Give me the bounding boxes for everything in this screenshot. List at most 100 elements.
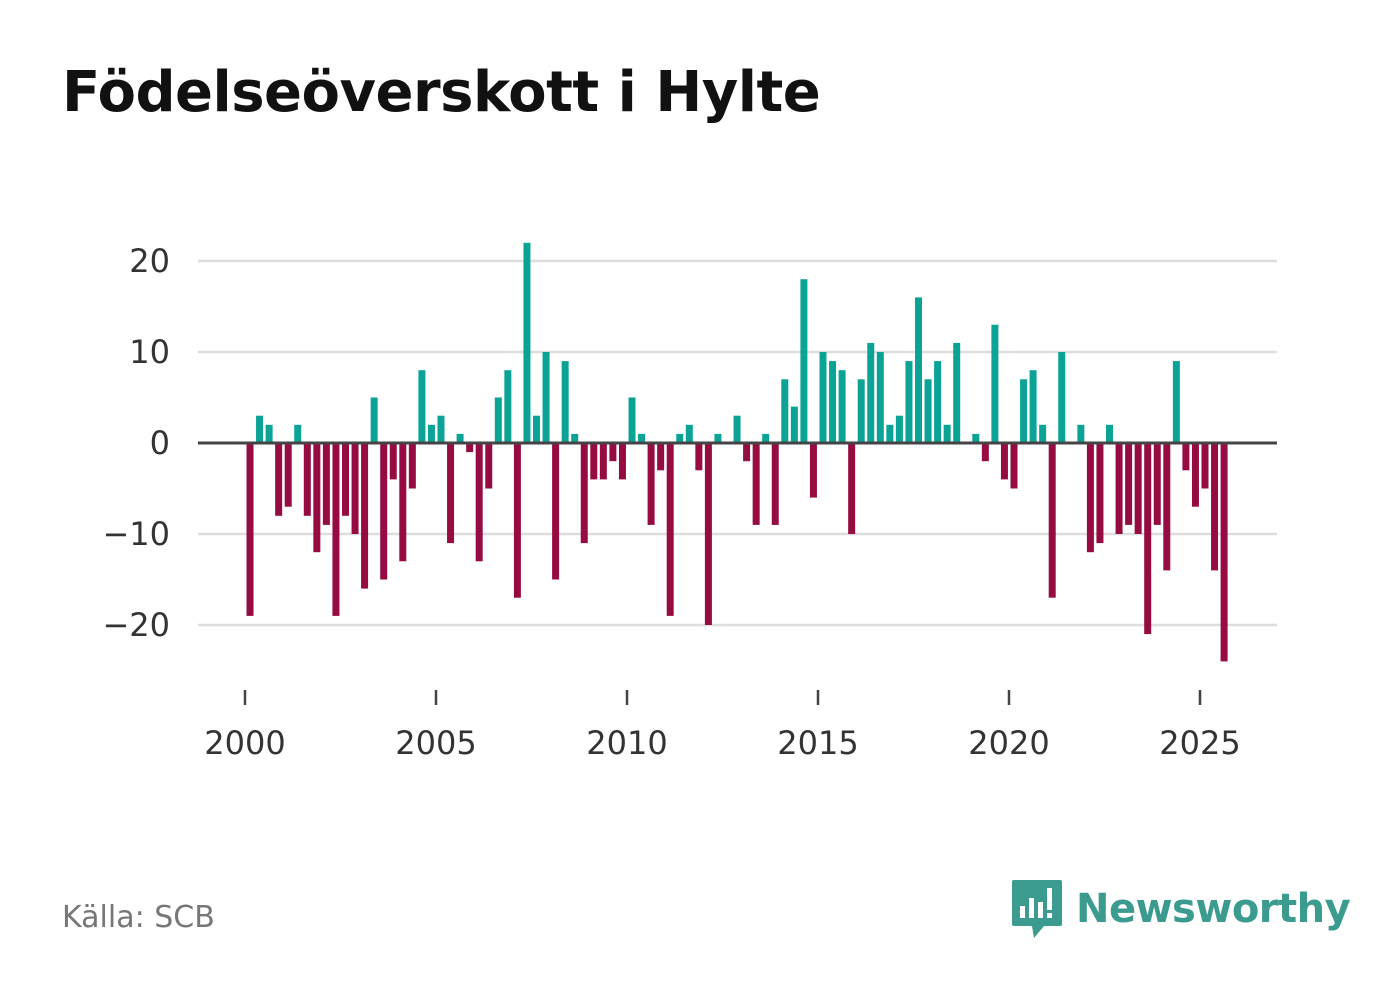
bar bbox=[513, 443, 521, 598]
bar bbox=[504, 370, 512, 443]
bar bbox=[790, 406, 798, 443]
bar bbox=[886, 424, 894, 443]
bar bbox=[456, 433, 464, 443]
x-axis-ticks: 2000 2005 2010 2015 2020 2025 bbox=[204, 690, 1241, 762]
bar bbox=[800, 279, 808, 443]
bar bbox=[1048, 443, 1056, 598]
bar bbox=[561, 361, 569, 443]
bar bbox=[351, 443, 359, 534]
bar bbox=[552, 443, 560, 580]
bar bbox=[943, 424, 951, 443]
bar bbox=[972, 433, 980, 443]
y-tick-label: 0 bbox=[150, 424, 170, 462]
bar bbox=[246, 443, 254, 616]
chart-title: Födelseöverskott i Hylte bbox=[62, 60, 821, 125]
bar bbox=[1115, 443, 1123, 534]
y-tick-label: 20 bbox=[129, 242, 170, 280]
bar bbox=[466, 443, 474, 453]
bar bbox=[895, 415, 903, 443]
bar bbox=[829, 361, 837, 443]
bar bbox=[427, 424, 435, 443]
y-tick-label: −10 bbox=[102, 515, 170, 553]
bar bbox=[342, 443, 349, 516]
x-tick-label: 2000 bbox=[204, 724, 285, 762]
bar bbox=[533, 415, 540, 443]
bar bbox=[294, 424, 302, 443]
bar bbox=[857, 379, 865, 443]
bar bbox=[418, 370, 426, 443]
bar bbox=[1134, 443, 1142, 534]
y-tick-label: −20 bbox=[102, 606, 170, 644]
bar bbox=[1144, 443, 1152, 635]
x-tick-label: 2010 bbox=[586, 724, 667, 762]
bar bbox=[609, 443, 617, 462]
bar bbox=[838, 370, 846, 443]
bar bbox=[313, 443, 321, 553]
bar bbox=[1096, 443, 1104, 544]
bar bbox=[284, 443, 292, 507]
bar bbox=[848, 443, 856, 534]
bar bbox=[733, 415, 741, 443]
brand-logo: Newsworthy bbox=[1010, 878, 1351, 940]
y-tick-label: 10 bbox=[129, 333, 170, 371]
bar bbox=[370, 397, 378, 443]
bar bbox=[437, 415, 445, 443]
bar bbox=[1163, 443, 1171, 571]
bar bbox=[590, 443, 598, 480]
bar bbox=[953, 342, 961, 443]
bar bbox=[743, 443, 751, 462]
bar bbox=[580, 443, 588, 544]
bar bbox=[399, 443, 407, 562]
bar bbox=[685, 424, 693, 443]
bar bbox=[408, 443, 416, 489]
bar bbox=[303, 443, 311, 516]
bar bbox=[1125, 443, 1133, 525]
bar bbox=[915, 297, 922, 443]
bar bbox=[447, 443, 455, 544]
bar bbox=[934, 361, 942, 443]
newsworthy-logo-icon bbox=[1012, 880, 1062, 938]
bar bbox=[599, 443, 607, 480]
y-axis-ticks: 20 10 0 −10 −20 bbox=[102, 242, 170, 644]
bar bbox=[1172, 361, 1180, 443]
bar bbox=[275, 443, 283, 516]
x-tick-label: 2015 bbox=[777, 724, 858, 762]
bar bbox=[1153, 443, 1161, 525]
bar bbox=[1020, 379, 1028, 443]
bar bbox=[704, 443, 712, 625]
bar bbox=[714, 433, 722, 443]
bar bbox=[1201, 443, 1209, 489]
bar bbox=[1220, 443, 1228, 662]
bar bbox=[475, 443, 483, 562]
bar bbox=[809, 443, 817, 498]
bar bbox=[657, 443, 665, 471]
bar bbox=[905, 361, 913, 443]
bar bbox=[876, 352, 884, 443]
bar bbox=[571, 433, 579, 443]
bar bbox=[1058, 352, 1066, 443]
bar bbox=[752, 443, 760, 525]
brand-name: Newsworthy bbox=[1076, 886, 1351, 932]
bar bbox=[542, 352, 550, 443]
bar bbox=[265, 424, 273, 443]
bar bbox=[256, 415, 264, 443]
bar bbox=[1000, 443, 1008, 480]
bar bbox=[1211, 443, 1219, 571]
bar bbox=[389, 443, 397, 480]
bar bbox=[618, 443, 626, 480]
bar bbox=[1039, 424, 1047, 443]
x-tick-label: 2005 bbox=[395, 724, 476, 762]
bar bbox=[762, 433, 770, 443]
bar bbox=[1010, 443, 1018, 489]
bar bbox=[494, 397, 502, 443]
bar bbox=[1106, 424, 1113, 443]
bar bbox=[1182, 443, 1190, 471]
bar bbox=[322, 443, 330, 525]
bar bbox=[485, 443, 493, 489]
bar bbox=[771, 443, 779, 525]
bar bbox=[781, 379, 789, 443]
source-label: Källa: SCB bbox=[62, 900, 215, 935]
bar bbox=[1086, 443, 1094, 553]
bar bbox=[332, 443, 340, 616]
